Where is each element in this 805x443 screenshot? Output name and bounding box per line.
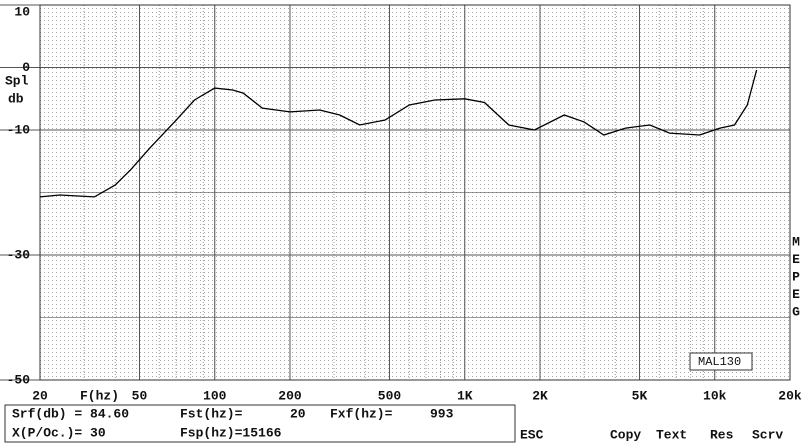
x-tick-label: 100 [203,388,227,403]
badge: MAL130 [698,355,741,369]
response-line [39,69,758,198]
button[interactable]: ESC [520,427,544,442]
side-letter: E [792,252,800,267]
x-tick-label: 500 [378,388,402,403]
button[interactable]: Copy [610,427,641,442]
side-letter: M [792,234,800,249]
y-axis-label: Spl [5,73,29,88]
side-letter: G [792,304,800,319]
x-tick-label: 10k [703,388,727,403]
y-tick-label: 0 [22,60,30,75]
footer-text: Fst(hz)= [180,406,243,421]
button[interactable]: Res [710,427,734,442]
x-tick-label: 5K [632,388,648,403]
x-tick-label: 1K [457,388,473,403]
y-tick-label: -50 [7,372,31,387]
footer-text: X(P/Oc.)= 30 [12,425,106,440]
footer-text: Fsp(hz)=15166 [180,425,282,440]
y-axis-label: db [8,91,24,106]
y-tick-label: -10 [7,122,31,137]
x-tick-label: 200 [278,388,302,403]
badge-box [689,352,753,371]
x-tick-label: 2K [532,388,548,403]
footer-text: Srf(db) = 84.60 [12,406,129,421]
footer-text: Fxf(hz)= [330,406,393,421]
x-axis-label: F(hz) [80,388,119,403]
footer-text: 20 [290,406,306,421]
button[interactable]: Scrv [752,427,783,442]
y-tick-label: -30 [7,247,31,262]
x-tick-label: 50 [132,388,148,403]
button[interactable]: Text [656,427,687,442]
footer-text: 993 [430,406,454,421]
side-letter: E [792,287,800,302]
plot-frame [39,4,791,381]
footer-panel [4,404,516,443]
side-letter: P [792,269,800,284]
y-tick-label: 10 [14,4,30,19]
x-tick-label: 20 [32,388,48,403]
x-tick-label: 20k [778,388,802,403]
